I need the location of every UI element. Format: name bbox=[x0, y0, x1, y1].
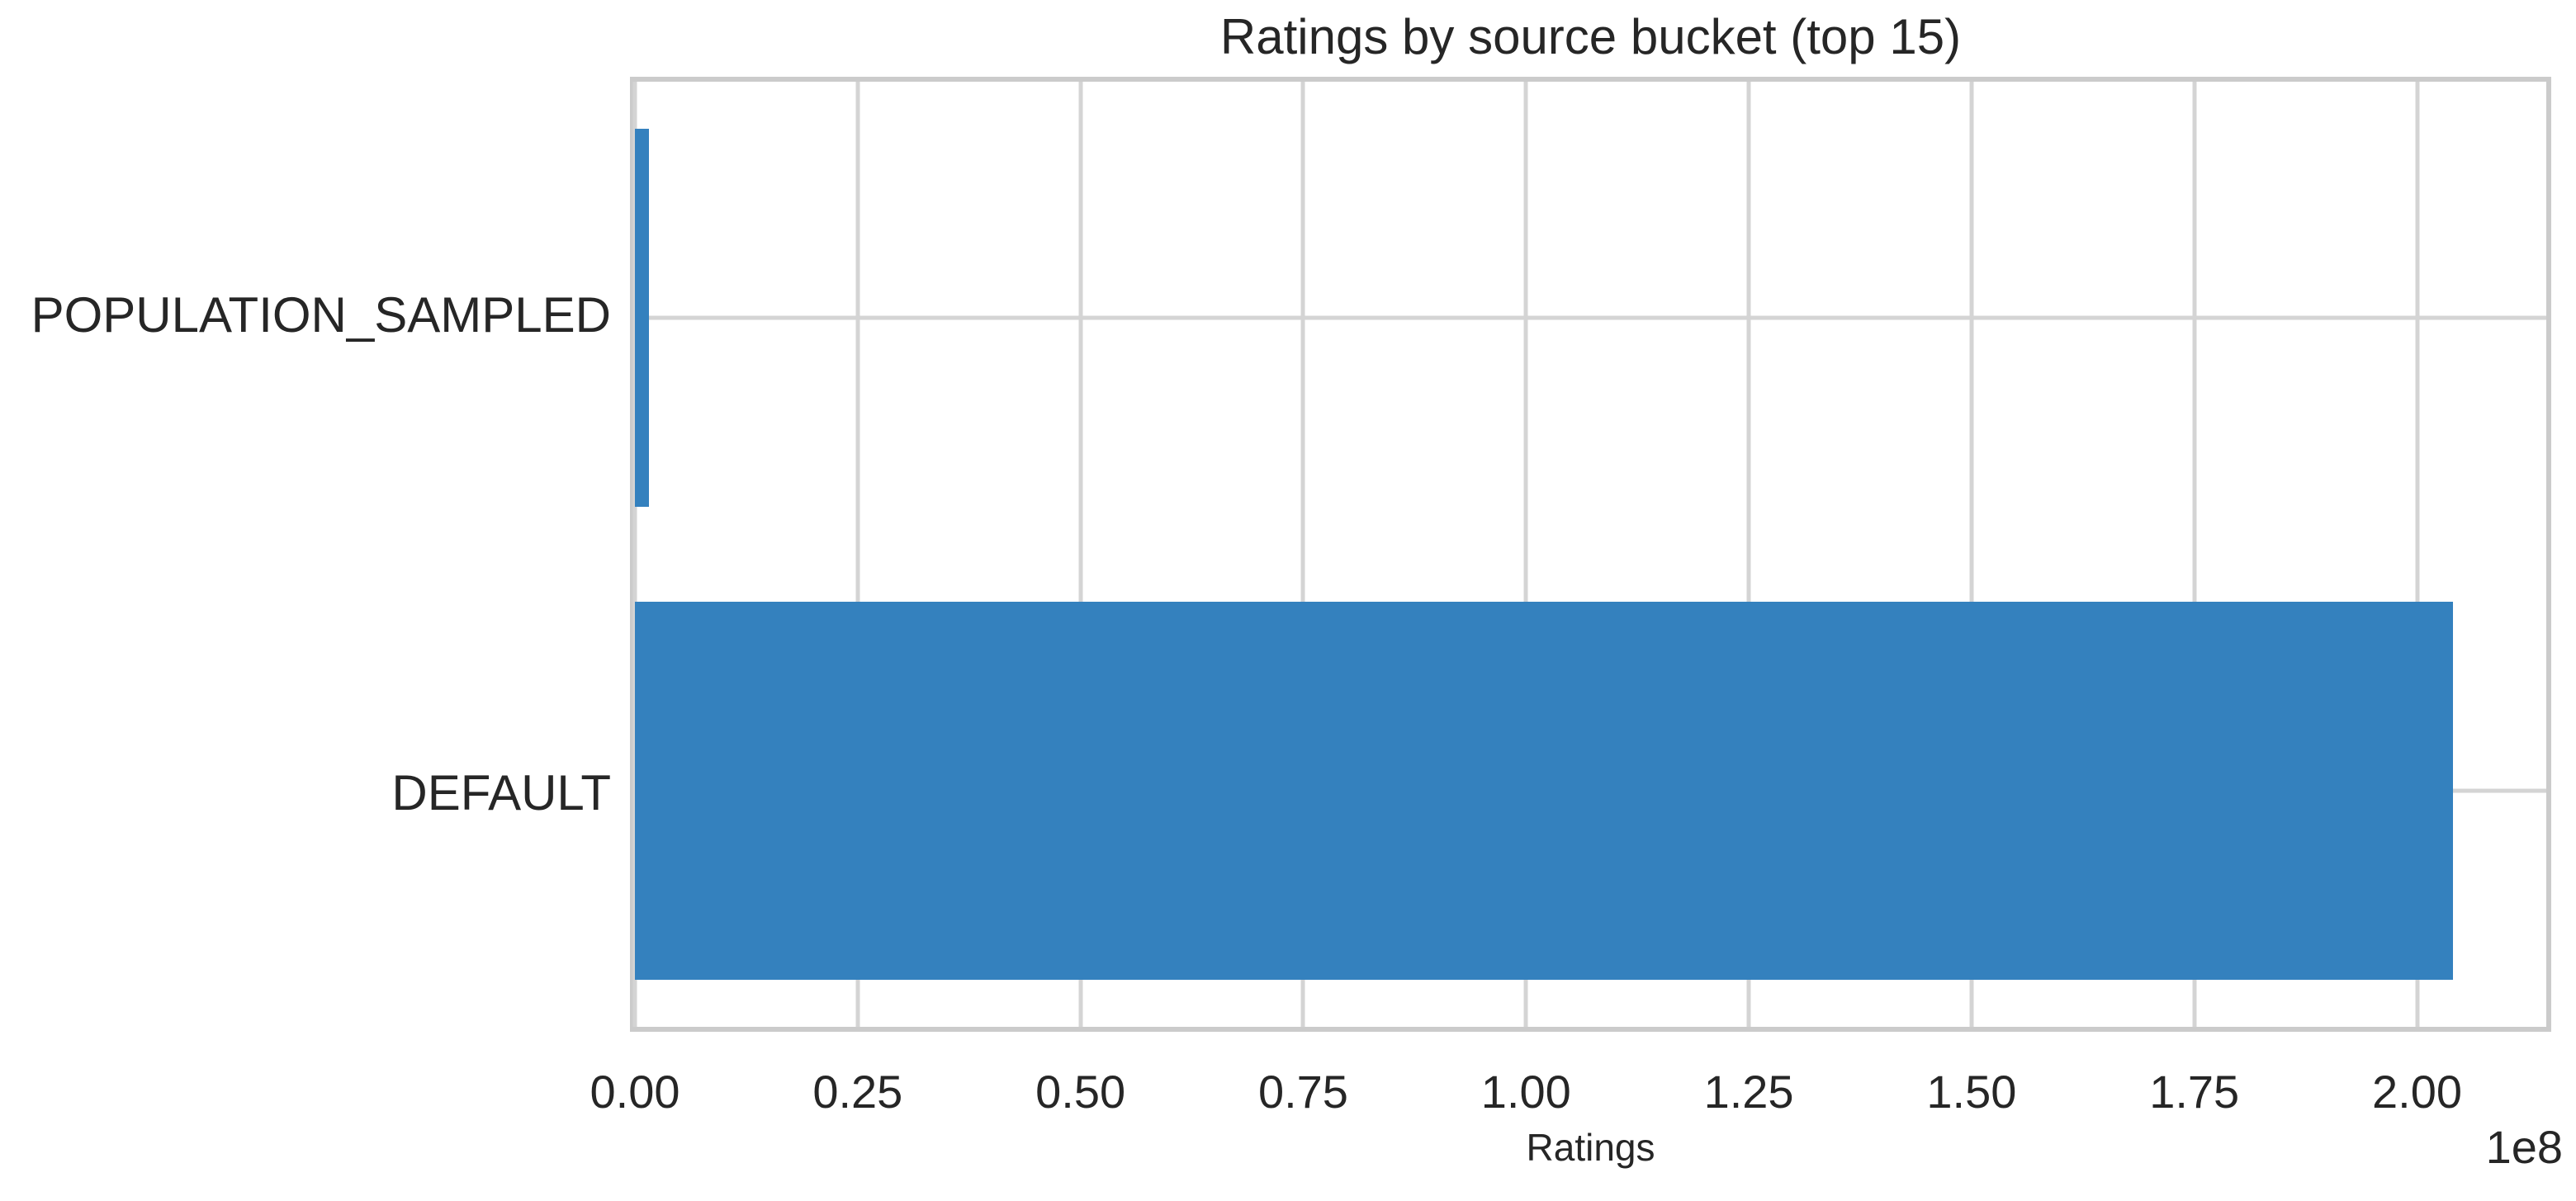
x-gridline bbox=[1078, 82, 1083, 1027]
x-tick-label: 0.75 bbox=[1257, 1066, 1348, 1118]
x-tick-label: 0.50 bbox=[1035, 1066, 1126, 1118]
x-gridline bbox=[1523, 82, 1528, 1027]
x-tick-label: 1.25 bbox=[1703, 1066, 1794, 1118]
x-tick-label: 0.25 bbox=[812, 1066, 903, 1118]
y-tick-label: DEFAULT bbox=[391, 764, 611, 820]
axis-offset-label: 1e8 bbox=[2485, 1121, 2563, 1173]
x-axis-label: Ratings bbox=[1526, 1126, 1655, 1169]
bar-default bbox=[635, 601, 2453, 980]
plot-area bbox=[630, 77, 2551, 1032]
x-gridline bbox=[1300, 82, 1305, 1027]
y-axis-tick-labels: POPULATION_SAMPLED DEFAULT bbox=[0, 77, 611, 1032]
x-gridline bbox=[632, 82, 637, 1027]
x-gridline bbox=[855, 82, 860, 1027]
y-tick-label: POPULATION_SAMPLED bbox=[31, 287, 611, 343]
chart-title: Ratings by source bucket (top 15) bbox=[1219, 9, 1962, 64]
x-gridline bbox=[2192, 82, 2197, 1027]
x-gridline bbox=[1969, 82, 1974, 1027]
x-gridline bbox=[1746, 82, 1751, 1027]
x-axis-tick-labels: 0.00 0.25 0.50 0.75 1.00 1.25 1.50 1.75 2.00 bbox=[590, 1066, 2546, 1127]
x-tick-label: 0.00 bbox=[590, 1066, 680, 1118]
x-gridline bbox=[2415, 82, 2419, 1027]
x-tick-label: 2.00 bbox=[2372, 1066, 2462, 1118]
y-gridline bbox=[635, 315, 2546, 320]
x-tick-label: 1.00 bbox=[1480, 1066, 1571, 1118]
x-tick-label: 1.75 bbox=[2149, 1066, 2240, 1118]
x-tick-label: 1.50 bbox=[1926, 1066, 2017, 1118]
bar-population_sampled bbox=[635, 129, 650, 508]
